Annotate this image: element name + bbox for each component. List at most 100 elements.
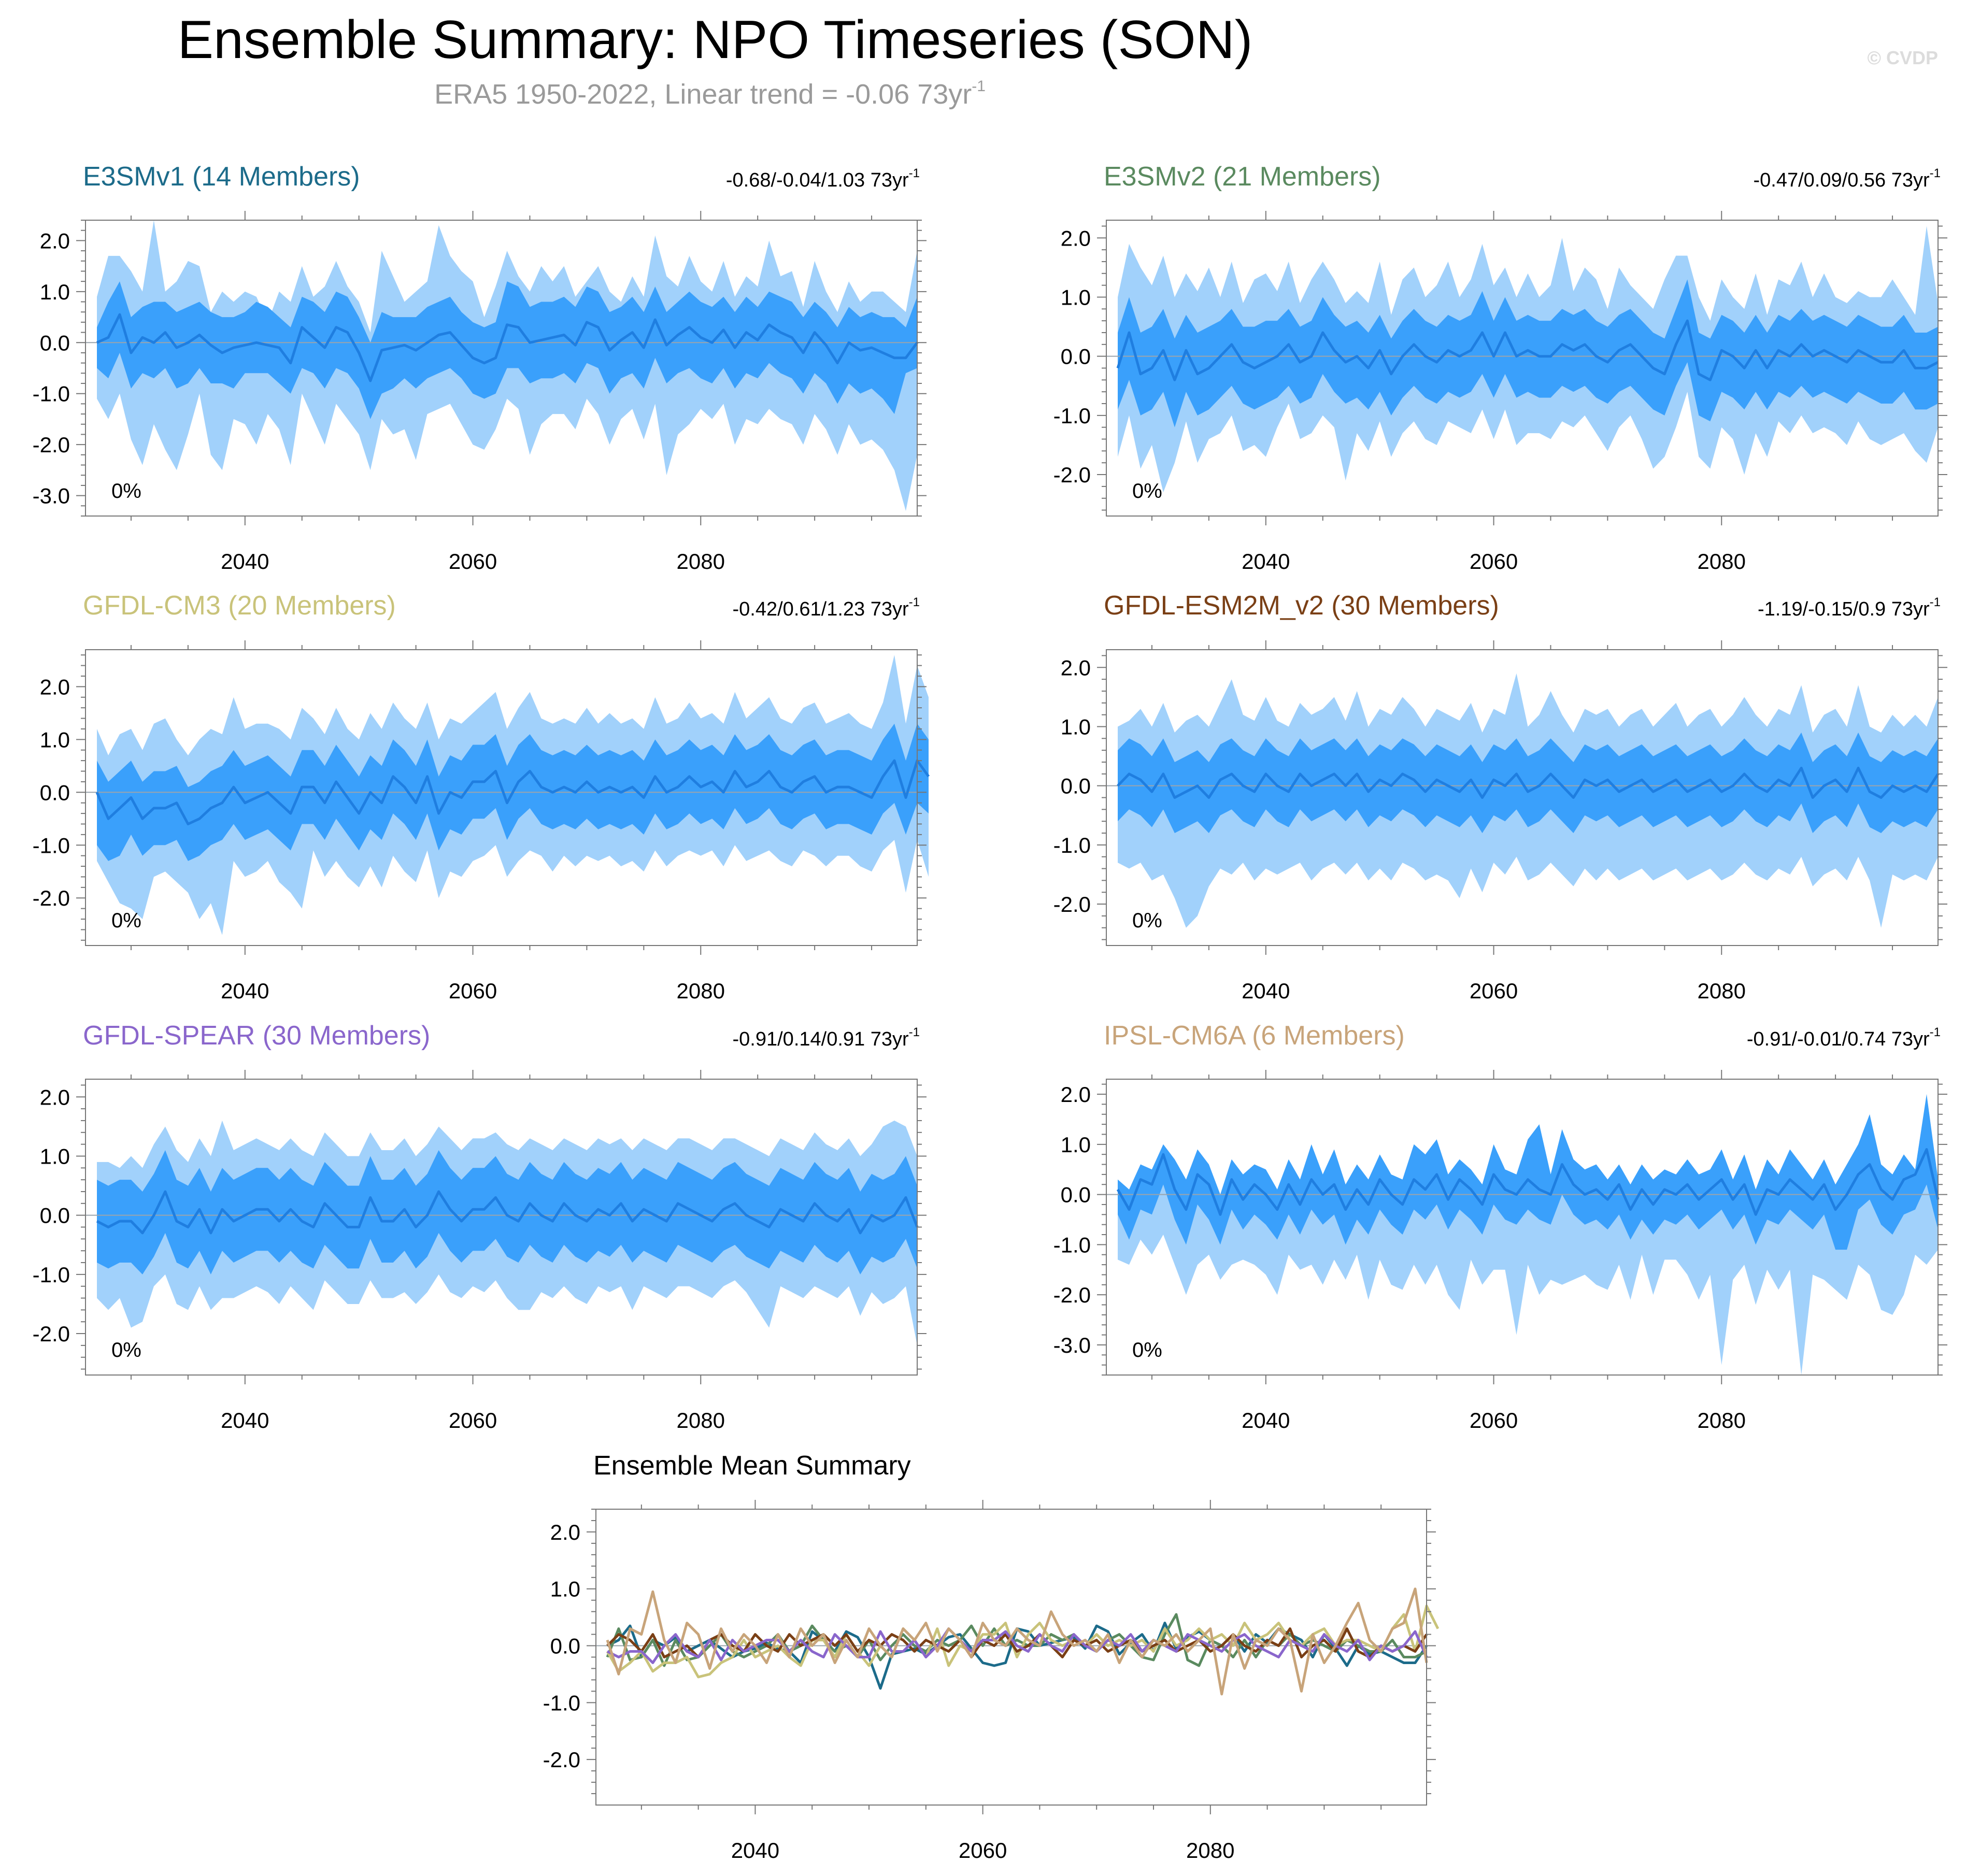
- y-tick-label: 2.0: [40, 1085, 70, 1109]
- y-tick-label: 2.0: [40, 228, 70, 253]
- y-tick-label: -2.0: [33, 1322, 70, 1346]
- x-tick-label: 2060: [449, 549, 497, 574]
- x-tick-label: 2080: [1698, 979, 1746, 1003]
- x-tick-label: 2080: [677, 549, 725, 574]
- subtitle-exponent: -1: [972, 78, 986, 95]
- interquartile-band: [97, 281, 917, 419]
- x-tick-label: 2040: [1242, 979, 1290, 1003]
- x-tick-label: 2040: [221, 1408, 269, 1433]
- y-tick-label: -2.0: [543, 1748, 580, 1772]
- trend-label: -1.19/-0.15/0.9 73yr-1: [1758, 595, 1941, 620]
- y-tick-label: -3.0: [1053, 1333, 1091, 1357]
- interquartile-band: [1118, 1094, 1938, 1250]
- trend-label: -0.91/-0.01/0.74 73yr-1: [1747, 1025, 1941, 1050]
- y-tick-label: -1.0: [33, 833, 70, 857]
- panel-title: E3SMv1 (14 Members): [83, 162, 360, 192]
- percent-label: 0%: [111, 480, 141, 503]
- y-tick-label: -1.0: [1053, 1233, 1091, 1257]
- y-tick-label: -1.0: [543, 1691, 580, 1715]
- panel-gfdl-cm3: 2.0 1.0 0.0 -1.0 -2.0 2040 2060 2080 GFDL-CM3 (2…: [33, 591, 930, 1003]
- x-tick-label: 2060: [449, 979, 497, 1003]
- panel-title: GFDL-ESM2M_v2 (30 Members): [1104, 591, 1499, 621]
- y-tick-label: 2.0: [1061, 226, 1091, 250]
- x-tick-label: 2040: [1242, 549, 1290, 574]
- trend-values: -0.91/-0.01/0.74 73yr: [1747, 1028, 1930, 1050]
- percent-label: 0%: [111, 909, 141, 932]
- y-tick-label: -2.0: [1053, 463, 1091, 487]
- panels: 2.0 1.0 0.0 -1.0 -2.0 -3.0 2040 2060 2080 E3SMv1 …: [33, 162, 1947, 1863]
- y-tick-label: 2.0: [1061, 1082, 1091, 1107]
- series-line-ipsl-cm6a: [606, 1587, 1428, 1696]
- y-tick-label: 0.0: [40, 331, 70, 355]
- plot-frame: [85, 220, 918, 517]
- x-tick-label: 2040: [731, 1838, 779, 1863]
- y-tick-label: 1.0: [550, 1577, 580, 1601]
- x-tick-label: 2080: [1186, 1838, 1234, 1863]
- panel-title: E3SMv2 (21 Members): [1104, 162, 1381, 192]
- panel-title: GFDL-SPEAR (30 Members): [83, 1021, 430, 1051]
- trend-exponent: -1: [1930, 1025, 1941, 1039]
- y-tick-label: 1.0: [40, 280, 70, 304]
- ensemble-mean-line: [96, 1190, 919, 1235]
- trend-values: -0.68/-0.04/1.03 73yr: [726, 169, 909, 191]
- y-tick-label: -1.0: [1053, 833, 1091, 857]
- trend-label: -0.42/0.61/1.23 73yr-1: [733, 595, 920, 620]
- trend-values: -0.91/0.14/0.91 73yr: [733, 1028, 909, 1050]
- panel-title: IPSL-CM6A (6 Members): [1104, 1021, 1405, 1051]
- trend-exponent: -1: [909, 595, 920, 609]
- percent-label: 0%: [1132, 480, 1162, 503]
- y-tick-label: -2.0: [33, 886, 70, 910]
- y-tick-label: 0.0: [40, 780, 70, 805]
- x-tick-label: 2080: [677, 979, 725, 1003]
- x-tick-label: 2060: [959, 1838, 1007, 1863]
- y-tick-label: 0.0: [550, 1634, 580, 1658]
- y-tick-label: 1.0: [40, 727, 70, 752]
- trend-exponent: -1: [909, 1025, 920, 1039]
- y-tick-label: -3.0: [33, 484, 70, 508]
- watermark: © CVDP: [1867, 47, 1938, 68]
- subtitle-main: ERA5 1950-2022, Linear trend = -0.06 73y…: [434, 79, 972, 110]
- percent-label: 0%: [1132, 909, 1162, 932]
- x-tick-label: 2060: [1470, 1408, 1518, 1433]
- y-tick-label: -2.0: [1053, 892, 1091, 916]
- y-tick-label: -1.0: [33, 1263, 70, 1287]
- y-tick-label: 0.0: [40, 1204, 70, 1228]
- percent-label: 0%: [1132, 1339, 1162, 1362]
- trend-exponent: -1: [909, 166, 920, 180]
- panel-e3smv1: 2.0 1.0 0.0 -1.0 -2.0 -3.0 2040 2060 2080 E3SMv1 …: [33, 162, 927, 574]
- panel-title: GFDL-CM3 (20 Members): [83, 591, 396, 621]
- x-tick-label: 2080: [1698, 1408, 1746, 1433]
- trend-label: -0.68/-0.04/1.03 73yr-1: [726, 166, 920, 191]
- panel-ipsl-cm6a: 2.0 1.0 0.0 -1.0 -2.0 -3.0 2040 2060 2080 IPSL-CM…: [1053, 1021, 1947, 1433]
- percent-label: 0%: [111, 1339, 141, 1362]
- x-tick-label: 2060: [449, 1408, 497, 1433]
- x-tick-label: 2040: [221, 549, 269, 574]
- panel-title: Ensemble Mean Summary: [593, 1451, 911, 1481]
- trend-values: -1.19/-0.15/0.9 73yr: [1758, 598, 1930, 620]
- trend-values: -0.42/0.61/1.23 73yr: [733, 598, 909, 620]
- min-max-band: [1118, 1094, 1938, 1375]
- trend-values: -0.47/0.09/0.56 73yr: [1754, 169, 1930, 191]
- ensemble-mean-line: [1117, 766, 1940, 799]
- y-tick-label: 1.0: [1061, 1133, 1091, 1157]
- trend-exponent: -1: [1930, 166, 1941, 180]
- x-tick-label: 2040: [221, 979, 269, 1003]
- y-tick-label: 1.0: [1061, 285, 1091, 309]
- y-tick-label: 0.0: [1061, 774, 1091, 798]
- interquartile-band: [97, 1150, 917, 1274]
- trend-label: -0.47/0.09/0.56 73yr-1: [1754, 166, 1941, 191]
- y-tick-label: -2.0: [1053, 1283, 1091, 1307]
- y-tick-label: -1.0: [33, 382, 70, 406]
- figure-subtitle: ERA5 1950-2022, Linear trend = -0.06 73y…: [434, 78, 986, 110]
- ensemble-mean-line: [95, 759, 930, 825]
- panel-ensemble-mean: 2.0 1.0 0.0 -1.0 -2.0 2040 2060 2080 Ensemble Me…: [543, 1451, 1440, 1863]
- trend-exponent: -1: [1930, 595, 1941, 609]
- y-tick-label: 1.0: [40, 1144, 70, 1168]
- panel-gfdl-esm2m-v2: 2.0 1.0 0.0 -1.0 -2.0 2040 2060 2080 GFDL-ESM2M_…: [1053, 591, 1947, 1003]
- x-tick-label: 2060: [1470, 549, 1518, 574]
- trend-label: -0.91/0.14/0.91 73yr-1: [733, 1025, 920, 1050]
- ensemble-mean-line: [1116, 319, 1939, 381]
- y-tick-label: 1.0: [1061, 714, 1091, 739]
- interquartile-band: [1118, 732, 1938, 833]
- x-tick-label: 2080: [1698, 549, 1746, 574]
